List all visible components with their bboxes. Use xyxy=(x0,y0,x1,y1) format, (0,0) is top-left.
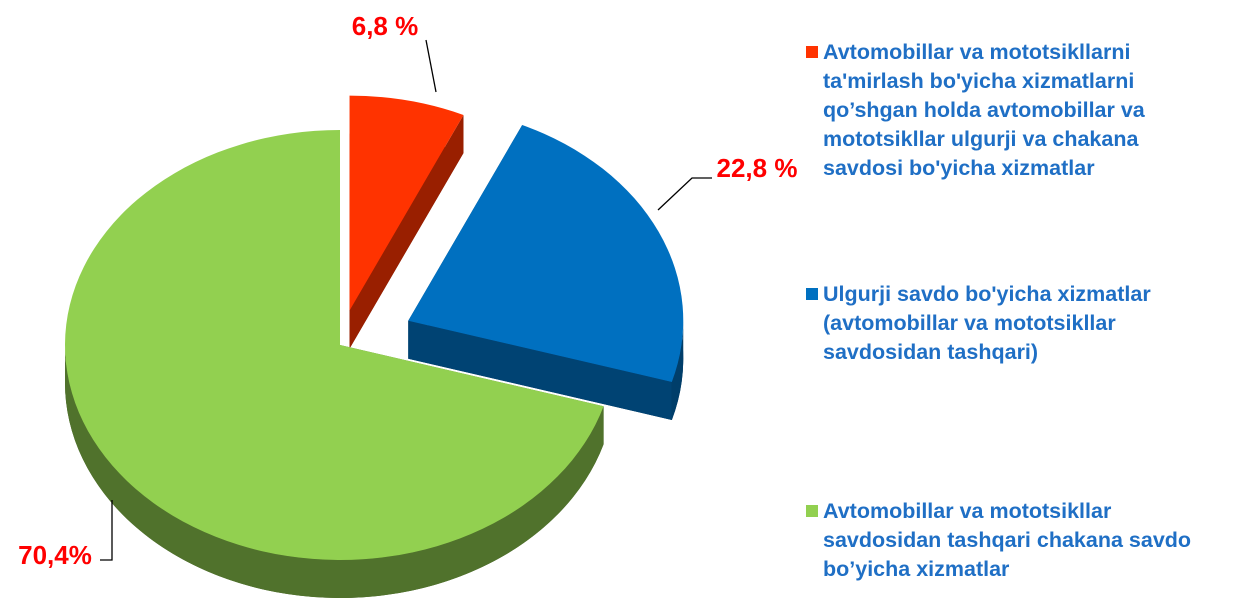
leader-line xyxy=(100,500,113,561)
legend-item: Avtomobillar va mototsikllarni ta'mirlas… xyxy=(806,38,1236,183)
data-label: 6,8 % xyxy=(352,11,419,41)
legend-label: Avtomobillar va mototsikllarni ta'mirlas… xyxy=(823,40,1145,180)
pie-slice xyxy=(408,125,684,382)
slice-side xyxy=(349,114,464,349)
legend-swatch xyxy=(806,505,818,517)
legend-swatch xyxy=(806,46,818,58)
legend-label: Ulgurji savdo bo'yicha xizmatlar (avtomo… xyxy=(823,282,1151,364)
pie-slice xyxy=(65,130,604,561)
legend-swatch xyxy=(806,288,818,300)
slice-edge xyxy=(65,345,604,599)
slice-side xyxy=(408,320,672,420)
legend-label: Avtomobillar va mototsikllar savdosidan … xyxy=(823,499,1192,581)
data-label: 22,8 % xyxy=(717,153,798,183)
leader-line xyxy=(425,39,437,93)
leader-line xyxy=(657,177,712,211)
data-label: 70,4% xyxy=(18,540,92,570)
legend-item: Ulgurji savdo bo'yicha xizmatlar (avtomo… xyxy=(806,280,1236,367)
pie-slice xyxy=(349,95,464,311)
legend-item: Avtomobillar va mototsikllar savdosidan … xyxy=(806,497,1236,584)
slice-edge xyxy=(671,320,684,420)
